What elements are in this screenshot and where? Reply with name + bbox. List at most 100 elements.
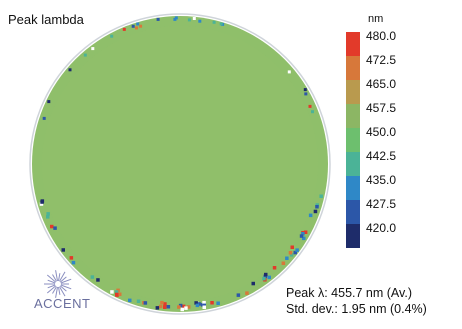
wafer-map-inner [42,26,318,302]
burst-ray [47,284,56,289]
colorbar-segment [346,32,360,56]
starburst-icon [44,270,72,298]
logo-text: ACCENT [34,296,91,311]
edge-pixel [46,212,50,216]
edge-pixel [251,281,255,286]
stats-block: Peak λ: 455.7 nm (Av.) Std. dev.: 1.95 n… [286,285,427,317]
colorbar-tick-label: 472.5 [366,53,397,67]
colorbar-tick-label: 465.0 [366,77,397,91]
edge-pixel [158,304,163,309]
edge-pixel [46,215,50,219]
edge-pixel [177,305,181,309]
burst-ray [60,284,72,290]
edge-pixel [272,266,277,270]
edge-pixel [303,88,307,92]
edge-pixel [285,256,289,260]
edge-pixel [184,306,188,310]
edge-pixel [308,104,312,108]
edge-pixel [212,20,216,24]
edge-pixel [245,291,249,295]
chart-title: Peak lambda [8,12,84,27]
edge-pixel [68,68,72,72]
peak-value: 455.7 nm (Av.) [327,286,412,300]
edge-pixel [61,248,65,252]
burst-ray [52,274,57,282]
colorbar-tick-label: 457.5 [366,101,397,115]
burst-ray [47,279,56,284]
colorbar [346,32,360,248]
edge-pixel [83,53,87,57]
edge-pixel [128,298,132,303]
edge-pixel [216,301,220,305]
edge-pixel [53,226,57,230]
edge-pixel [69,256,74,260]
edge-pixel [302,236,306,241]
edge-pixel [166,305,171,309]
edge-pixel [71,260,76,265]
colorbar-tick-label: 442.5 [366,149,397,163]
edge-pixel [262,276,266,281]
colorbar-tick-label: 480.0 [366,29,397,43]
edge-pixel [290,245,294,249]
colorbar-segment [346,200,360,224]
wafer-outline [29,13,331,315]
edge-pixel [301,232,305,236]
colorbar-segment [346,152,360,176]
colorbar-segment [346,128,360,152]
edge-pixel [136,299,141,303]
burst-ray [59,271,66,282]
edge-pixel [50,224,54,229]
burst-ray [55,286,58,298]
edge-pixel [173,17,177,21]
burst-ray [59,285,67,292]
std-line: Std. dev.: 1.95 nm (0.4%) [286,301,427,317]
std-label: Std. dev.: [286,302,338,316]
accent-logo: ACCENT [20,270,110,314]
edge-pixel [281,261,286,265]
edge-pixel [287,70,291,74]
colorbar-unit: nm [368,13,384,25]
edge-pixel [210,301,214,305]
burst-ray [46,274,57,283]
burst-ray [59,286,66,297]
edge-pixel [319,194,323,198]
edge-pixel [186,305,191,309]
edge-pixel [267,275,271,280]
edge-pixel [315,205,319,209]
edge-pixel [122,27,126,31]
edge-pixel [202,303,206,308]
colorbar-tick-label: 420.0 [366,221,397,235]
edge-pixel [163,305,167,309]
edge-pixel [180,307,184,312]
edge-pixel [96,278,100,282]
colorbar-tick-label: 435.0 [366,173,397,187]
edge-pixel [47,100,51,104]
edge-pixel [187,18,191,22]
edge-pixel [198,19,202,23]
colorbar-segment [346,176,360,200]
wafer-map [32,16,328,312]
edge-pixel [143,301,148,305]
edge-pixel [39,202,44,206]
edge-pixel [114,290,119,294]
edge-pixel [299,234,304,238]
edge-pixel [195,303,200,308]
edge-pixel [289,253,294,257]
edge-pixel [219,22,223,26]
edge-pixel [236,293,241,297]
edge-pixel [263,274,267,279]
edge-pixel [311,110,314,114]
colorbar-segment [346,56,360,80]
edge-pixel [42,116,46,120]
edge-pixel [160,300,164,305]
edge-pixel [313,209,318,214]
edge-pixel [135,26,138,30]
edge-pixel [155,306,160,310]
burst-ray [55,270,58,282]
edge-pixel [131,24,135,28]
edge-pixel [139,24,143,28]
peak-label: Peak λ: [286,286,328,300]
edge-pixel [202,305,206,309]
std-value: 1.95 nm (0.4%) [337,302,427,316]
